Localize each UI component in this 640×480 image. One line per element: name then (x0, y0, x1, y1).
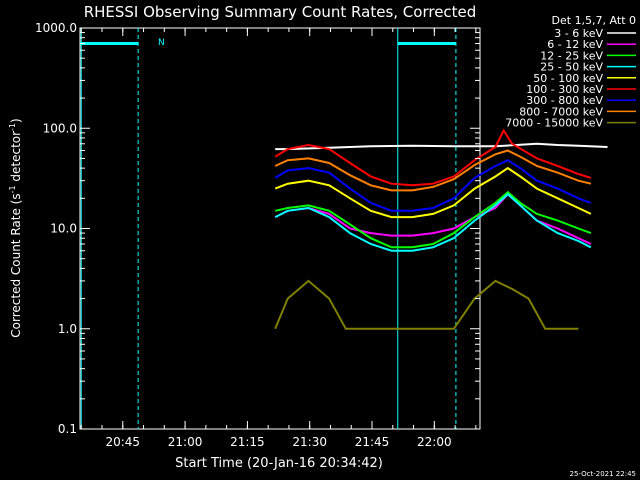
y-tick-label: 1000.0 (35, 21, 77, 35)
legend-entry-label: 7000 - 15000 keV (505, 117, 603, 130)
series-line-0 (275, 142, 608, 151)
footer-timestamp: 25-Oct-2021 22:45 (570, 470, 636, 478)
series-line-2 (274, 190, 592, 249)
x-tick-label: 21:15 (230, 435, 265, 449)
legend-entry-label: 50 - 100 keV (533, 72, 603, 85)
chart-title: RHESSI Observing Summary Count Rates, Co… (84, 3, 477, 21)
x-tick-label: 21:00 (168, 435, 203, 449)
x-tick-label: 21:30 (292, 435, 327, 449)
y-tick-label: 0.1 (58, 422, 77, 436)
series-layer (274, 128, 608, 330)
x-axis-label: Start Time (20-Jan-16 20:34:42) (175, 456, 383, 471)
y-axis-label-sup2: -1 (8, 123, 17, 131)
series-line-7 (274, 149, 592, 192)
legend-entry-label: 6 - 12 keV (547, 38, 603, 51)
legend-entry-label: 3 - 6 keV (554, 27, 603, 40)
y-tick-label: 10.0 (50, 222, 77, 236)
y-axis-label-end: ) (9, 118, 23, 123)
series-line-6 (274, 159, 592, 212)
legend-entry-label: 25 - 50 keV (540, 61, 603, 74)
y-axis-label-main: Corrected Count Rate (s (9, 193, 23, 337)
y-axis-label-mid: detector (9, 131, 23, 186)
series-line-4 (274, 166, 592, 219)
series-line-3 (274, 192, 592, 252)
legend-entry-label: 300 - 800 keV (526, 94, 603, 107)
x-ticks: 20:45 21:00 21:15 21:30 21:45 22:00 (80, 28, 477, 449)
night-bars (80, 28, 457, 429)
legend-entry-label: 100 - 300 keV (526, 83, 603, 96)
legend-entry-label: 12 - 25 keV (540, 49, 603, 62)
x-tick-label: 20:45 (105, 435, 140, 449)
y-tick-label: 1.0 (58, 322, 77, 336)
legend-header: Det 1,5,7, Att 0 (552, 14, 636, 27)
x-tick-label: 22:00 (417, 435, 452, 449)
night-marker-label: N (158, 38, 165, 48)
x-tick-label: 21:45 (355, 435, 390, 449)
series-line-8 (274, 279, 579, 330)
series-line-5 (274, 128, 592, 187)
y-axis-label-sup1: -1 (8, 185, 17, 193)
y-tick-label: 100.0 (43, 121, 77, 135)
y-ticks: 0.1 1.0 10.0 100.0 1000.0 (35, 21, 480, 436)
legend-entry-label: 800 - 7000 keV (519, 105, 603, 118)
y-axis-label: Corrected Count Rate (s-1 detector-1) (8, 118, 23, 337)
